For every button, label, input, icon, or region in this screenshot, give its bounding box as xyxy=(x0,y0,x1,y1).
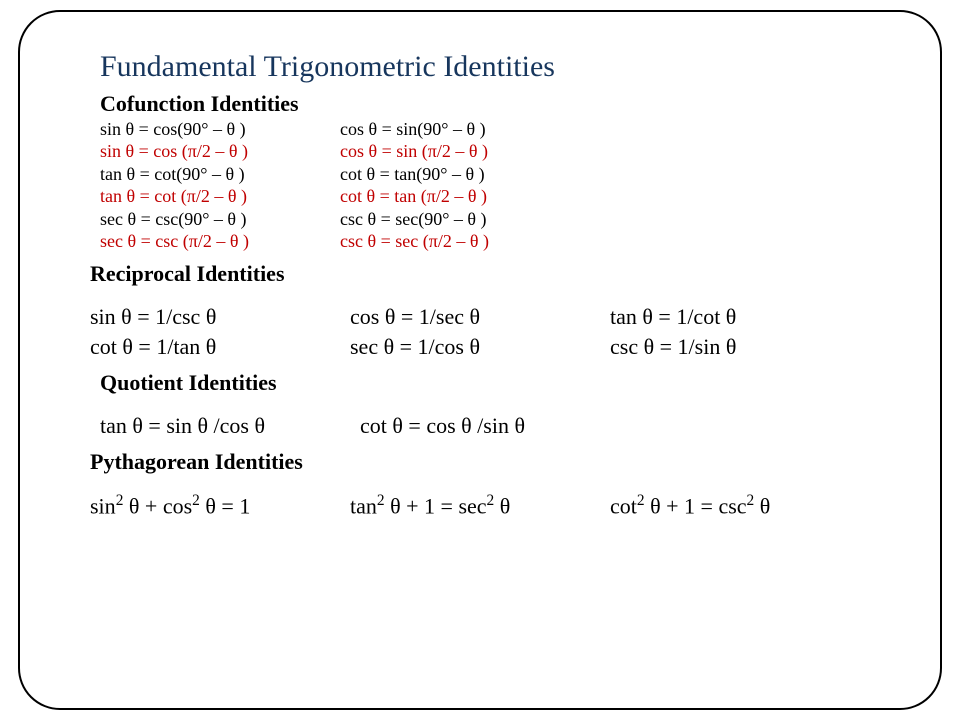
cofunction-row: tan θ = cot (π/2 – θ ) cot θ = tan (π/2 … xyxy=(100,185,920,208)
identity-text: tan θ = 1/cot θ xyxy=(610,302,870,332)
t: θ + 1 = csc xyxy=(645,493,747,518)
identity-text: cot θ = tan(90° – θ ) xyxy=(340,163,485,186)
identity-text: cot θ = tan (π/2 – θ ) xyxy=(340,185,487,208)
identity-text: cot θ = cos θ /sin θ xyxy=(360,411,620,441)
cofunction-heading: Cofunction Identities xyxy=(100,90,920,118)
identity-text: tan2 θ + 1 = sec2 θ xyxy=(350,491,610,521)
identity-text: cos θ = 1/sec θ xyxy=(350,302,610,332)
t: 2 xyxy=(377,492,385,509)
reciprocal-section: Reciprocal Identities sin θ = 1/csc θ co… xyxy=(90,259,920,362)
pythagorean-heading: Pythagorean Identities xyxy=(90,447,920,477)
t: tan xyxy=(350,493,377,518)
cofunction-row: sin θ = cos(90° – θ ) cos θ = sin(90° – … xyxy=(100,118,920,141)
cofunction-row: sec θ = csc (π/2 – θ ) csc θ = sec (π/2 … xyxy=(100,230,920,253)
cofunction-row: sec θ = csc(90° – θ ) csc θ = sec(90° – … xyxy=(100,208,920,231)
identity-text: sin θ = 1/csc θ xyxy=(90,302,350,332)
identity-text: tan θ = cot(90° – θ ) xyxy=(100,163,340,186)
identity-text: sin θ = cos (π/2 – θ ) xyxy=(100,140,340,163)
t: θ + cos xyxy=(123,493,192,518)
quotient-section: Quotient Identities tan θ = sin θ /cos θ… xyxy=(100,368,920,441)
pythagorean-section: Pythagorean Identities sin2 θ + cos2 θ =… xyxy=(90,447,920,521)
t: θ = 1 xyxy=(200,493,250,518)
reciprocal-row: cot θ = 1/tan θ sec θ = 1/cos θ csc θ = … xyxy=(90,332,920,362)
quotient-heading: Quotient Identities xyxy=(100,368,920,398)
identity-text: cot θ = 1/tan θ xyxy=(90,332,350,362)
reciprocal-body: sin θ = 1/csc θ cos θ = 1/sec θ tan θ = … xyxy=(90,302,920,361)
identity-text: sin θ = cos(90° – θ ) xyxy=(100,118,340,141)
identity-text: sec θ = 1/cos θ xyxy=(350,332,610,362)
identity-text: tan θ = sin θ /cos θ xyxy=(100,411,360,441)
identity-text: sec θ = csc (π/2 – θ ) xyxy=(100,230,340,253)
t: θ xyxy=(494,493,510,518)
slide-content: Fundamental Trigonometric Identities Cof… xyxy=(100,50,920,521)
cofunction-row: tan θ = cot(90° – θ ) cot θ = tan(90° – … xyxy=(100,163,920,186)
page-title: Fundamental Trigonometric Identities xyxy=(100,50,920,84)
t: 2 xyxy=(637,492,645,509)
identity-text: sin2 θ + cos2 θ = 1 xyxy=(90,491,350,521)
reciprocal-row: sin θ = 1/csc θ cos θ = 1/sec θ tan θ = … xyxy=(90,302,920,332)
identity-text: cot2 θ + 1 = csc2 θ xyxy=(610,491,870,521)
t: θ + 1 = sec xyxy=(385,493,487,518)
pythagorean-row: sin2 θ + cos2 θ = 1 tan2 θ + 1 = sec2 θ … xyxy=(90,491,920,521)
t: 2 xyxy=(192,492,200,509)
cofunction-section: Cofunction Identities sin θ = cos(90° – … xyxy=(100,90,920,253)
identity-text: sec θ = csc(90° – θ ) xyxy=(100,208,340,231)
t: θ xyxy=(754,493,770,518)
identity-text: csc θ = sec (π/2 – θ ) xyxy=(340,230,489,253)
identity-text: cos θ = sin (π/2 – θ ) xyxy=(340,140,488,163)
identity-text: csc θ = sec(90° – θ ) xyxy=(340,208,487,231)
t: sin xyxy=(90,493,116,518)
identity-text: cos θ = sin(90° – θ ) xyxy=(340,118,486,141)
reciprocal-heading: Reciprocal Identities xyxy=(90,259,920,289)
cofunction-row: sin θ = cos (π/2 – θ ) cos θ = sin (π/2 … xyxy=(100,140,920,163)
quotient-row: tan θ = sin θ /cos θ cot θ = cos θ /sin … xyxy=(100,411,920,441)
identity-text: tan θ = cot (π/2 – θ ) xyxy=(100,185,340,208)
identity-text: csc θ = 1/sin θ xyxy=(610,332,870,362)
t: cot xyxy=(610,493,637,518)
